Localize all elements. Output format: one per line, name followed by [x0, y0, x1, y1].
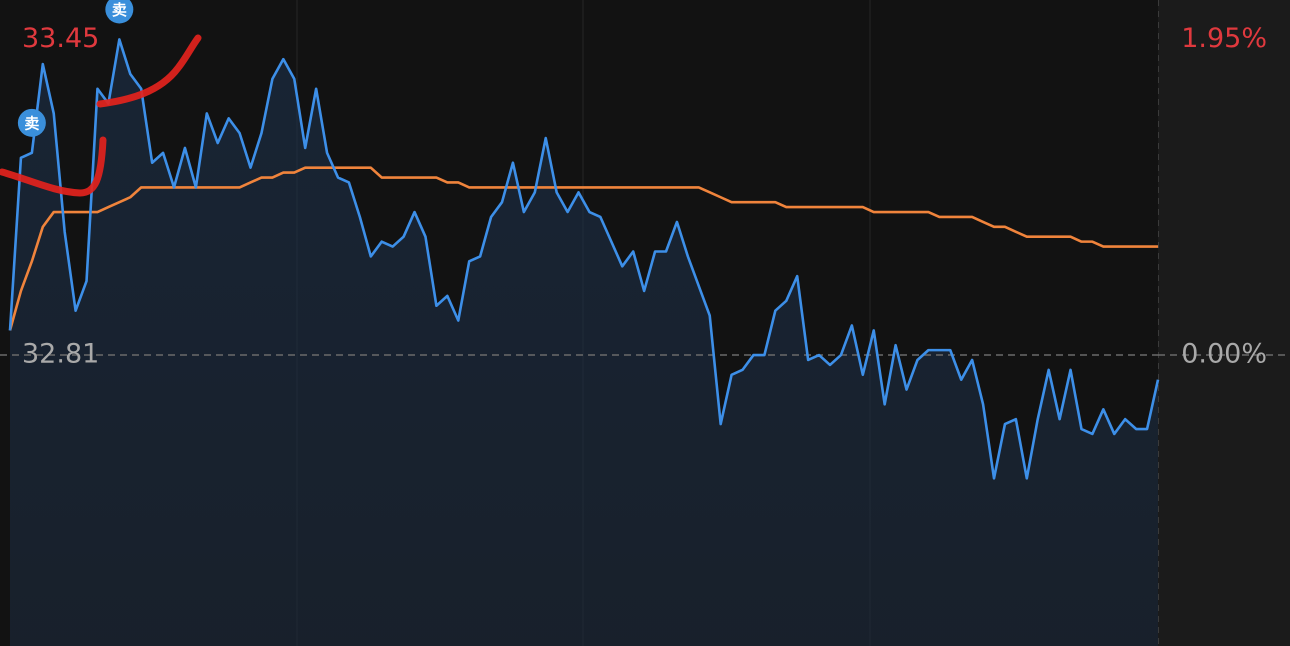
- scribble: [96, 34, 202, 108]
- sell-marker: 卖: [105, 0, 134, 24]
- y2-tick-label: 1.95%: [1181, 23, 1267, 54]
- price-line: [8, 38, 1160, 480]
- y2-tick-label: 0.00%: [1181, 339, 1267, 370]
- average-line: [8, 166, 1158, 331]
- sell-marker: 卖: [17, 108, 46, 137]
- right-axis-panel: [1158, 0, 1290, 646]
- y-tick-label: 32.81: [22, 339, 99, 370]
- chart-layer: [0, 38, 1290, 646]
- sell-marker-badge: [105, 0, 134, 24]
- sell-marker-label: 卖: [112, 1, 127, 19]
- scribble: [0, 136, 107, 197]
- sell-marker-badge: [17, 108, 46, 137]
- price-area: [10, 39, 1158, 646]
- y-tick-label: 33.45: [22, 23, 99, 54]
- sell-marker-label: 卖: [24, 114, 39, 132]
- hand-drawn-annotations: [0, 34, 202, 197]
